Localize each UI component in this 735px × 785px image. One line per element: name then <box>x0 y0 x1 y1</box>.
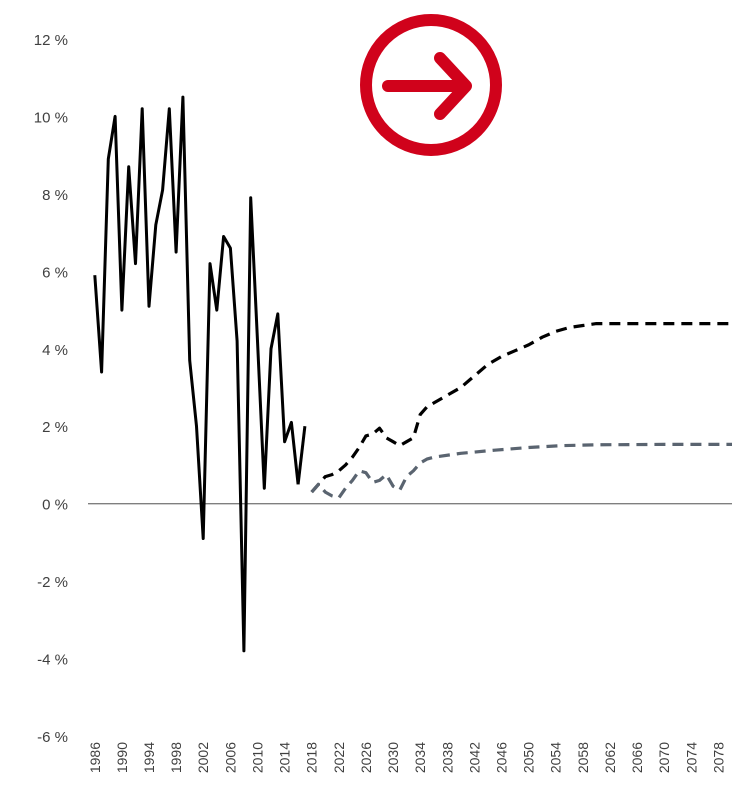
y-tick-label: 2 % <box>42 419 68 436</box>
x-tick-label: 2074 <box>683 742 699 773</box>
x-tick-label: 1990 <box>114 742 130 773</box>
x-tick-label: 2070 <box>656 742 672 773</box>
x-tick-label: 2042 <box>466 742 482 773</box>
x-tick-label: 2054 <box>548 742 564 773</box>
x-tick-label: 2006 <box>222 742 238 773</box>
x-tick-label: 2066 <box>629 742 645 773</box>
y-axis-tick-labels: -6 % -4 % -2 % 0 % 2 % 4 % 6 % 8 % 10 % 12 % <box>34 32 68 746</box>
series-line-2 <box>296 426 307 485</box>
y-tick-label: -2 % <box>37 574 68 591</box>
series-line-1 <box>93 95 300 653</box>
x-tick-label: 1998 <box>168 742 184 773</box>
x-tick-label: 2030 <box>385 742 401 773</box>
x-tick-label: 2010 <box>249 742 265 773</box>
x-tick-label: 2034 <box>412 742 428 773</box>
y-tick-label: 0 % <box>42 497 68 514</box>
y-tick-label: 4 % <box>42 342 68 359</box>
x-tick-label: 2018 <box>304 742 320 773</box>
y-tick-label: 8 % <box>42 187 68 204</box>
x-tick-label: 2050 <box>521 742 537 773</box>
x-tick-label: 1986 <box>87 742 103 773</box>
y-tick-label: -4 % <box>37 652 68 669</box>
series-line-4 <box>310 442 732 500</box>
x-tick-label: 2046 <box>494 742 510 773</box>
x-tick-label: 2026 <box>358 742 374 773</box>
x-tick-label: 2002 <box>195 742 211 773</box>
x-tick-label: 2038 <box>439 742 455 773</box>
x-tick-label: 2078 <box>710 742 726 773</box>
series-line-3 <box>310 322 732 494</box>
arrow-right-circle-icon[interactable] <box>360 14 502 156</box>
x-tick-label: 1994 <box>141 742 157 773</box>
series-layer <box>93 95 732 653</box>
y-tick-label: 6 % <box>42 264 68 281</box>
x-tick-label: 2058 <box>575 742 591 773</box>
y-tick-label: 12 % <box>34 32 68 49</box>
x-tick-label: 2022 <box>331 742 347 773</box>
y-tick-label: 10 % <box>34 109 68 126</box>
y-tick-label: -6 % <box>37 729 68 746</box>
x-tick-label: 2014 <box>277 742 293 773</box>
x-axis-tick-labels: 1986 1990 1994 1998 2002 2006 2010 2014 2018 2022… <box>87 742 727 773</box>
x-tick-label: 2062 <box>602 742 618 773</box>
